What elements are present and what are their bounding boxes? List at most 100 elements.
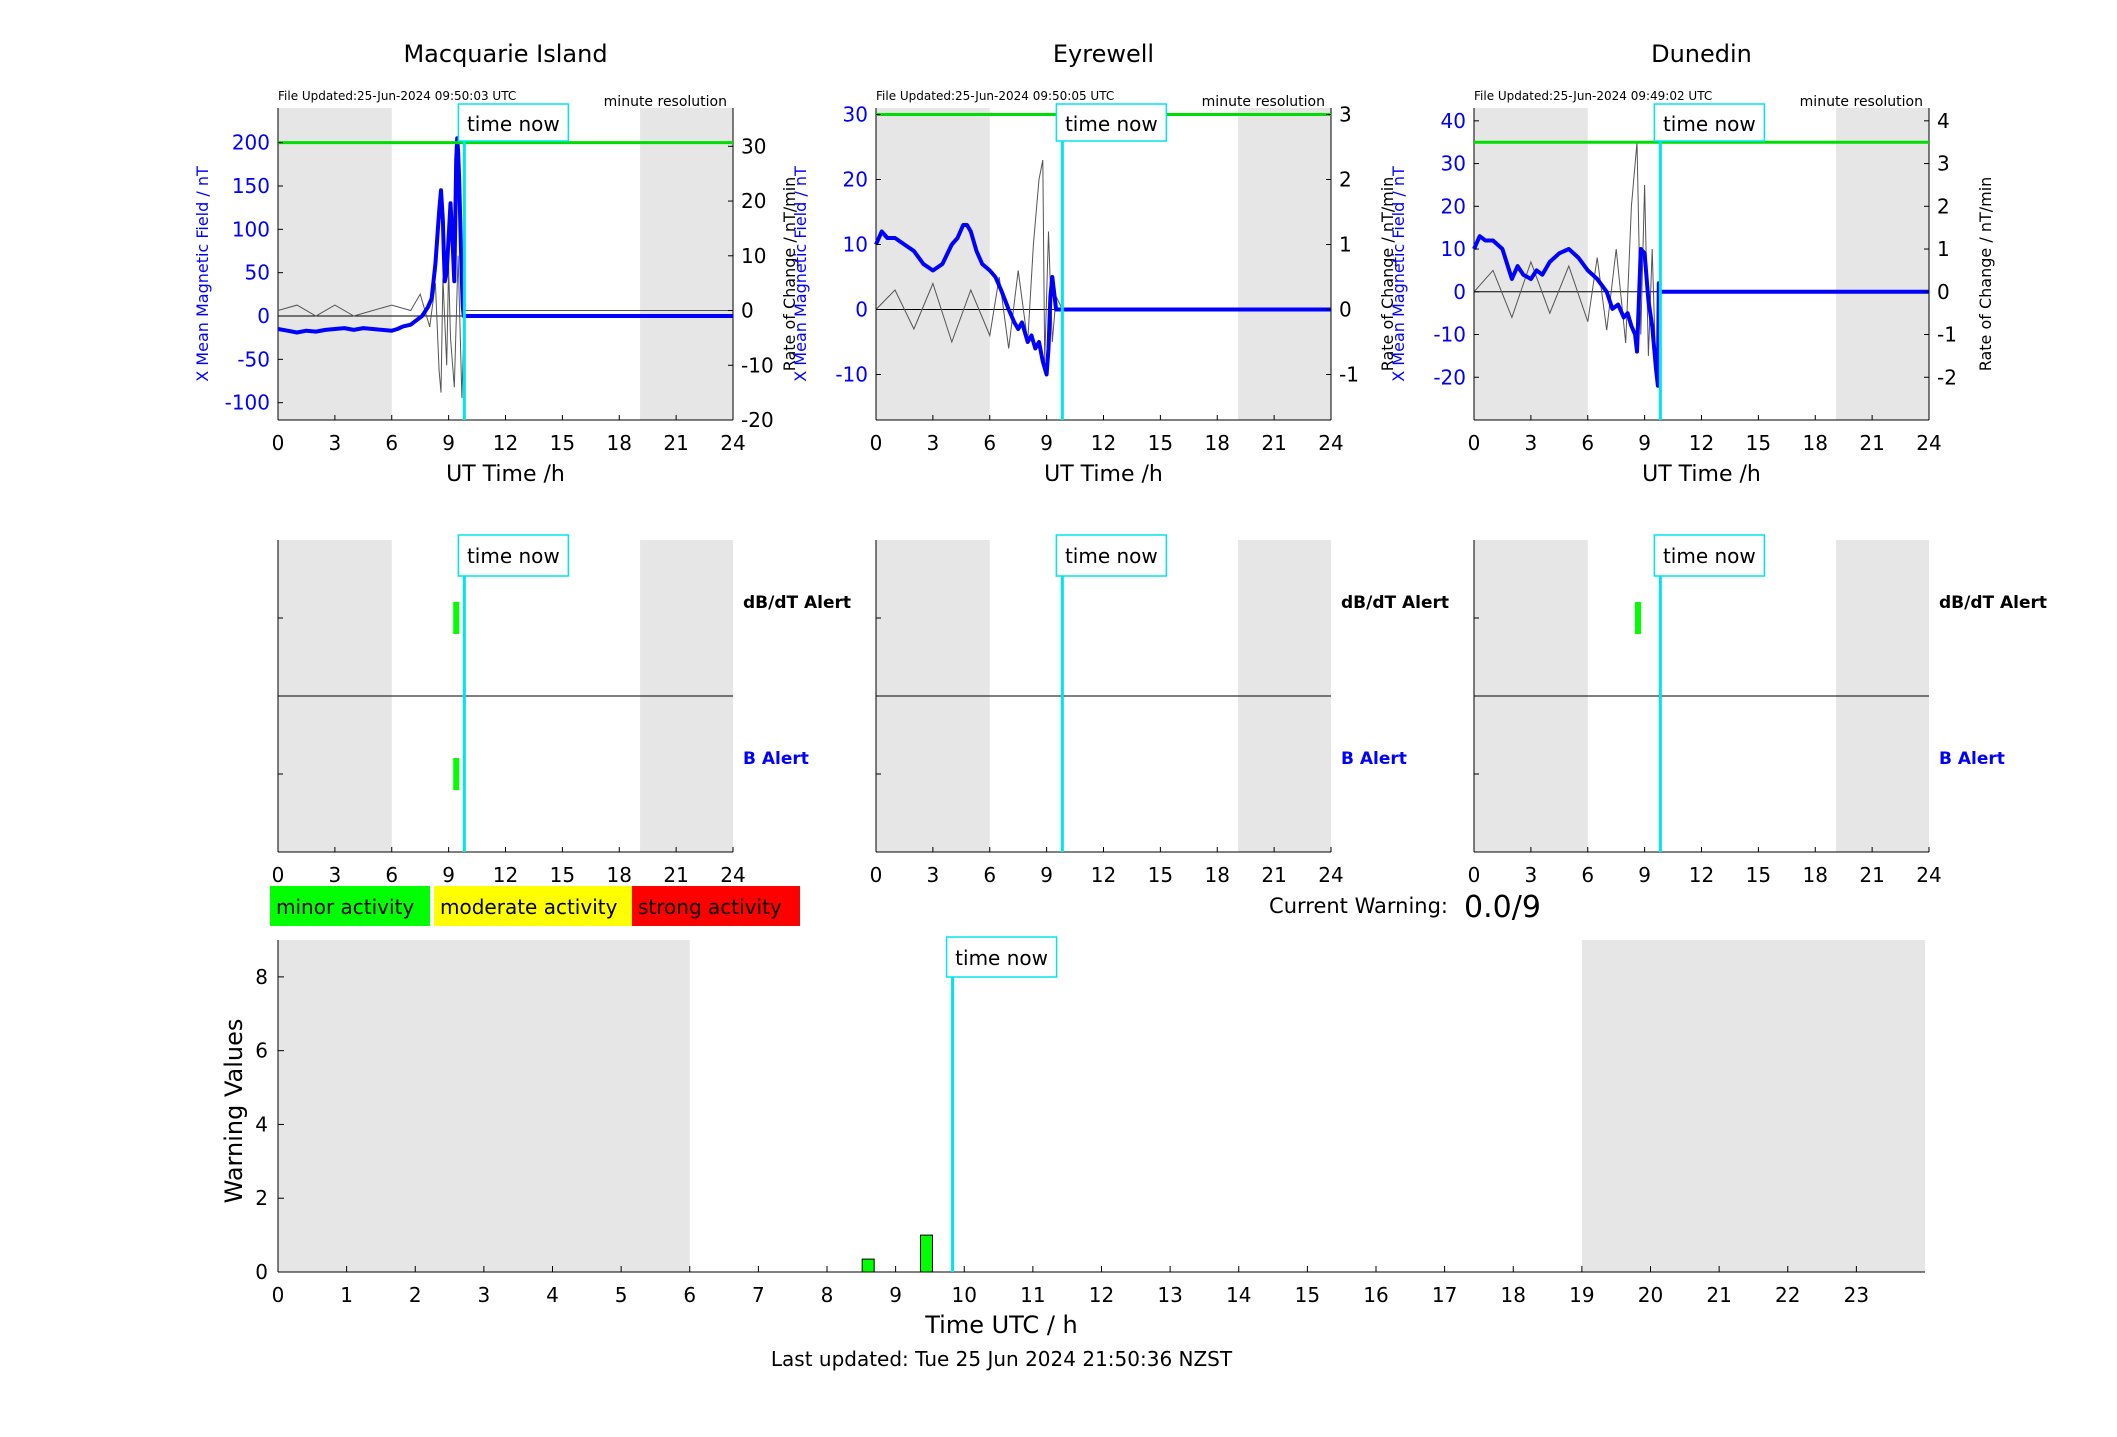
file-updated-text: File Updated:25-Jun-2024 09:50:05 UTC <box>876 89 1114 103</box>
x-tick-label: 12 <box>493 863 518 887</box>
right-tick-label: 3 <box>1339 103 1352 127</box>
warning-x-tick-label: 4 <box>546 1283 559 1307</box>
x-tick-label: 9 <box>1638 431 1651 455</box>
left-tick-label: -20 <box>1433 365 1466 389</box>
x-tick-label: 15 <box>1746 863 1771 887</box>
x-tick-label: 12 <box>493 431 518 455</box>
dbdt-alert-label: dB/dT Alert <box>743 593 851 613</box>
b-alert-mark <box>453 758 460 790</box>
mean-field-line <box>874 223 1331 377</box>
x-tick-label: 3 <box>329 863 342 887</box>
station-panel-2: Dunedin File Updated:25-Jun-2024 09:49:02… <box>1389 40 2047 887</box>
x-tick-label: 15 <box>1746 431 1771 455</box>
right-tick-label: -1 <box>1937 323 1957 347</box>
mean-field-line <box>1472 234 1929 388</box>
b-alert-label: B Alert <box>1341 749 1407 769</box>
warning-x-tick-label: 22 <box>1775 1283 1800 1307</box>
left-tick-label: 50 <box>245 261 270 285</box>
time-now-label: time now <box>467 112 560 136</box>
left-tick-label: -10 <box>1433 323 1466 347</box>
night-shade <box>278 940 690 1272</box>
warning-y-tick-label: 0 <box>255 1260 268 1284</box>
x-tick-label: 21 <box>663 431 688 455</box>
y-axis-label-left: X Mean Magnetic Field / nT <box>791 166 810 382</box>
time-now-box <box>1653 103 1766 142</box>
x-tick-label: 15 <box>1148 431 1173 455</box>
x-tick-label: 9 <box>1638 863 1651 887</box>
night-shade <box>278 108 392 420</box>
strong-activity-swatch <box>632 886 800 926</box>
warning-x-tick-label: 6 <box>683 1283 696 1307</box>
x-tick-label: 15 <box>550 431 575 455</box>
left-tick-label: 100 <box>232 217 270 241</box>
warning-x-tick-label: 9 <box>889 1283 902 1307</box>
left-tick-label: 150 <box>232 174 270 198</box>
x-tick-label: 3 <box>927 863 940 887</box>
strong-activity-label: strong activity <box>638 895 782 919</box>
current-warning-value: 0.0/9 <box>1464 890 1541 925</box>
x-tick-label: 18 <box>1803 863 1828 887</box>
minor-activity-swatch <box>270 886 430 926</box>
left-tick-label: 0 <box>855 298 868 322</box>
x-tick-label: 15 <box>1148 863 1173 887</box>
time-now-label: time now <box>1663 544 1756 568</box>
x-tick-label: 6 <box>983 863 996 887</box>
time-now-box <box>945 936 1058 978</box>
warning-y-tick-label: 6 <box>255 1039 268 1063</box>
right-tick-label: 2 <box>1339 168 1352 192</box>
night-shade <box>1474 108 1588 420</box>
x-tick-label: 18 <box>1803 431 1828 455</box>
dbdt-alert-label: dB/dT Alert <box>1939 593 2047 613</box>
time-now-box <box>457 534 570 577</box>
right-tick-label: 20 <box>741 189 766 213</box>
x-tick-label: 3 <box>329 431 342 455</box>
rate-of-change-line <box>875 159 1331 362</box>
left-tick-label: 20 <box>1441 194 1466 218</box>
warning-x-tick-label: 2 <box>409 1283 422 1307</box>
x-tick-label: 12 <box>1091 863 1116 887</box>
warning-x-tick-label: 0 <box>272 1283 285 1307</box>
file-updated-text: File Updated:25-Jun-2024 09:49:02 UTC <box>1474 89 1712 103</box>
x-tick-label: 9 <box>1040 863 1053 887</box>
y-axis-label-right: Rate of Change / nT/min <box>780 177 799 372</box>
dbdt-alert-mark <box>1634 602 1641 634</box>
right-tick-label: 1 <box>1937 237 1950 261</box>
x-tick-label: 3 <box>1525 863 1538 887</box>
x-tick-label: 6 <box>1581 431 1594 455</box>
warning-y-tick-label: 2 <box>255 1186 268 1210</box>
x-axis-label: UT Time /h <box>1642 462 1761 487</box>
warning-x-tick-label: 1 <box>340 1283 353 1307</box>
x-tick-label: 18 <box>607 863 632 887</box>
alert-panel-0: 0 3 6 9 12 15 18 21 24 time now dB/dT Alert B Alert <box>272 534 851 887</box>
file-updated-text: File Updated:25-Jun-2024 09:50:03 UTC <box>278 89 516 103</box>
resolution-text: minute resolution <box>604 94 727 110</box>
x-tick-label: 12 <box>1689 863 1714 887</box>
x-tick-label: 15 <box>550 863 575 887</box>
x-tick-label: 21 <box>1859 431 1884 455</box>
right-tick-label: -1 <box>1339 363 1359 387</box>
x-tick-label: 3 <box>927 431 940 455</box>
left-tick-label: -50 <box>237 347 270 371</box>
x-axis-label: UT Time /h <box>446 462 565 487</box>
x-tick-label: 9 <box>1040 431 1053 455</box>
warning-x-axis-label: Time UTC / h <box>924 1311 1078 1339</box>
warning-y-tick-label: 4 <box>255 1112 268 1136</box>
time-now-label: time now <box>955 946 1048 970</box>
right-tick-label: 1 <box>1339 233 1352 257</box>
x-tick-label: 24 <box>1916 863 1941 887</box>
x-tick-label: 24 <box>1916 431 1941 455</box>
x-tick-label: 24 <box>1318 431 1343 455</box>
night-shade <box>876 108 990 420</box>
x-tick-label: 0 <box>272 431 285 455</box>
night-shade <box>640 108 733 420</box>
left-tick-label: 30 <box>1441 152 1466 176</box>
station-title: Dunedin <box>1651 40 1752 68</box>
x-tick-label: 0 <box>870 431 883 455</box>
left-tick-label: 30 <box>843 103 868 127</box>
x-tick-label: 6 <box>385 863 398 887</box>
x-axis-label: UT Time /h <box>1044 462 1163 487</box>
x-tick-label: 18 <box>607 431 632 455</box>
left-tick-label: -10 <box>835 363 868 387</box>
time-now-label: time now <box>1663 112 1756 136</box>
x-tick-label: 24 <box>1318 863 1343 887</box>
